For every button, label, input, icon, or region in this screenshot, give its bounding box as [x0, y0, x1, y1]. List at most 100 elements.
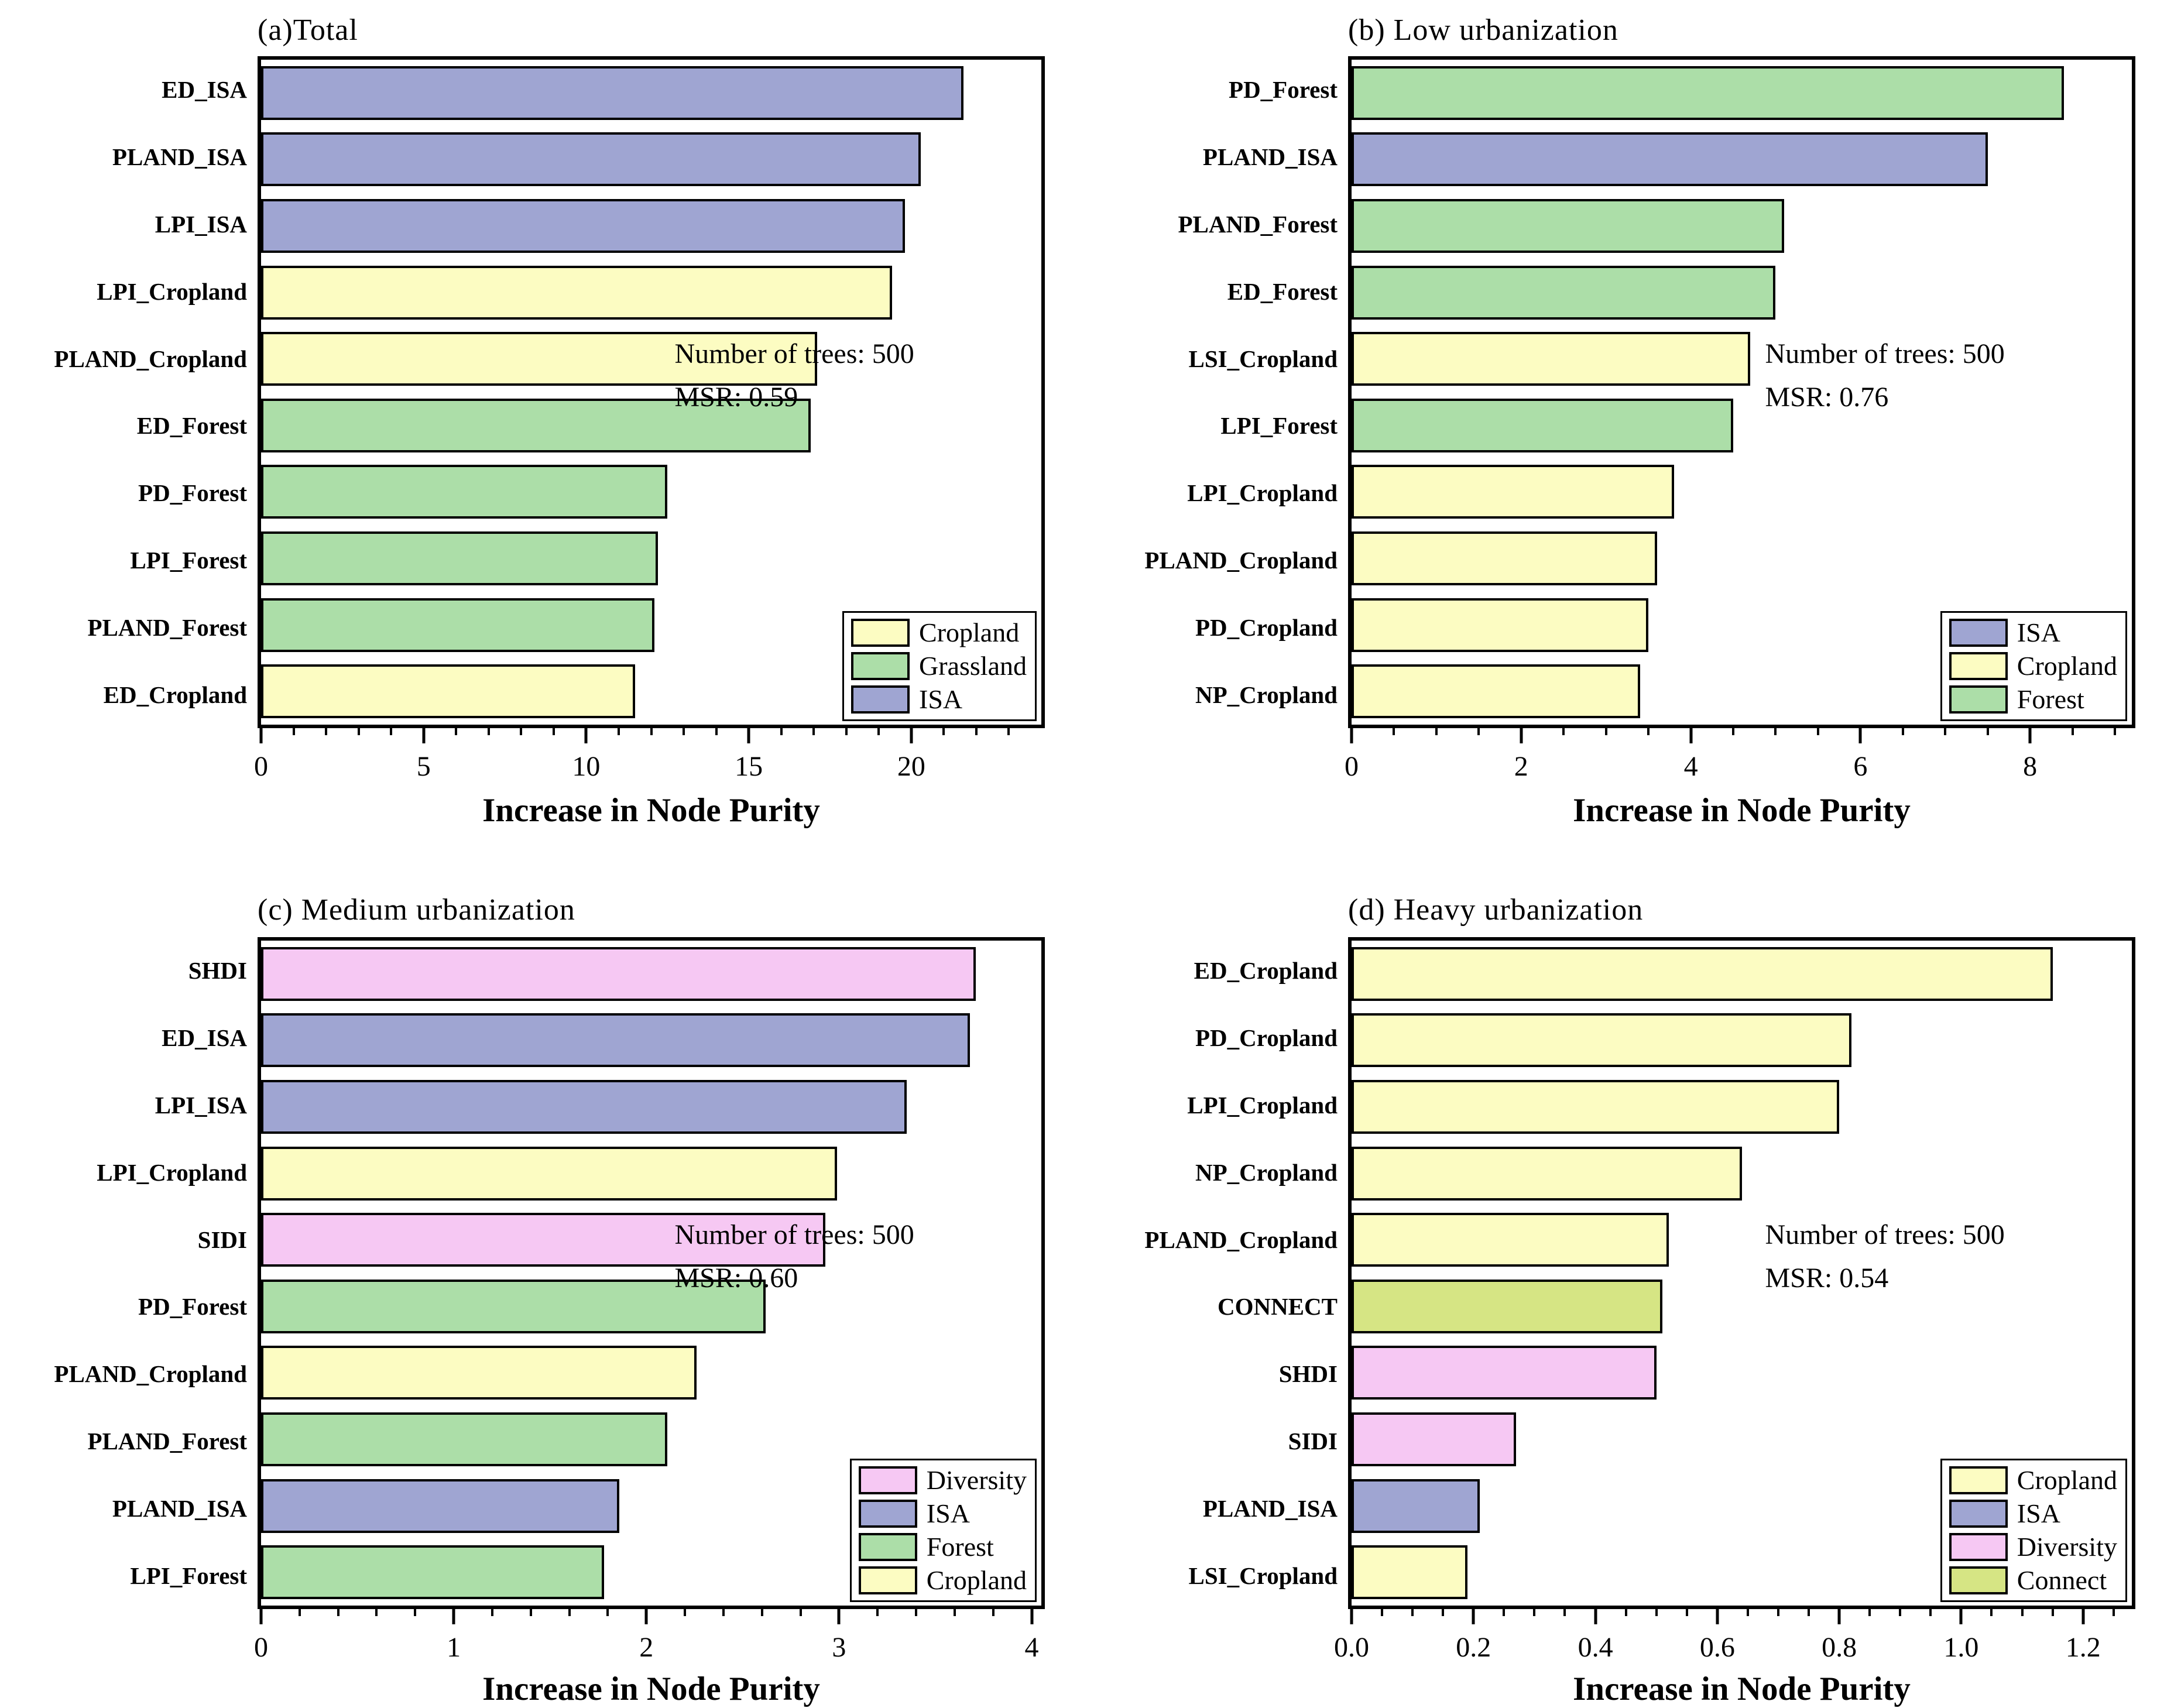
- y-axis-label: PLAND_ISA: [1202, 143, 1338, 171]
- x-minor-tick: [1477, 725, 1480, 735]
- panel-title: (c) Medium urbanization: [258, 893, 575, 927]
- x-minor-tick: [1381, 1606, 1384, 1616]
- y-axis-label: PD_Forest: [1229, 76, 1338, 104]
- bar-lpi_forest: [1352, 398, 1733, 452]
- x-minor-tick: [877, 725, 880, 735]
- bar-pd_forest: [261, 465, 668, 519]
- x-tick-label: 0: [254, 751, 268, 782]
- x-major-tick: [1858, 725, 1862, 743]
- x-tick-label: 15: [735, 751, 763, 782]
- bar-shdi: [261, 946, 976, 1001]
- x-minor-tick: [337, 1606, 340, 1616]
- y-axis-label: PD_Cropland: [1195, 1024, 1338, 1052]
- bar-row: [1352, 1539, 2132, 1606]
- bar-row: [1352, 1406, 2132, 1473]
- legend-swatch: [1949, 652, 2008, 680]
- x-minor-tick: [2051, 1606, 2054, 1616]
- legend-label: ISA: [2017, 618, 2060, 647]
- y-axis-label: ED_Cropland: [1194, 957, 1338, 985]
- bar-pland_cropland: [1352, 531, 1657, 585]
- y-axis-labels: ED_Cropland PD_Cropland LPI_Cropland NP_Cro…: [1090, 937, 1338, 1609]
- x-major-tick: [259, 725, 263, 743]
- x-minor-tick: [357, 725, 360, 735]
- bar-lpi_forest: [261, 531, 658, 585]
- x-minor-tick: [298, 1606, 301, 1616]
- legend-entry: Cropland: [851, 619, 1027, 647]
- y-axis-label: PD_Cropland: [1195, 613, 1338, 641]
- x-tick-label: 4: [1683, 751, 1698, 782]
- bar-lpi_isa: [261, 198, 905, 253]
- bar-row: [1352, 60, 2132, 126]
- x-minor-tick: [2021, 1606, 2024, 1616]
- x-minor-tick: [1533, 1606, 1536, 1616]
- x-minor-tick: [845, 725, 848, 735]
- panel-a-total: (a)Total ED_ISA PLAND_ISA LPI_ISA LPI_Cropl…: [0, 0, 1090, 852]
- bar-row: [1352, 1273, 2132, 1340]
- x-major-tick: [2028, 725, 2032, 743]
- legend: Cropland Grassland ISA: [842, 611, 1037, 721]
- bar-row: [261, 1007, 1041, 1074]
- x-minor-tick: [325, 725, 328, 735]
- x-minor-tick: [876, 1606, 879, 1616]
- y-axis-label: PLAND_Cropland: [54, 1360, 247, 1388]
- x-major-tick: [1837, 1606, 1841, 1624]
- bar-row: [261, 1406, 1041, 1473]
- y-axis-label: LPI_ISA: [155, 210, 247, 238]
- legend-entry: Cropland: [1949, 1466, 2117, 1494]
- legend-swatch: [851, 685, 910, 714]
- y-axis-label: PLAND_Cropland: [1144, 546, 1338, 574]
- x-tick-label: 0.6: [1699, 1632, 1735, 1663]
- x-minor-tick: [780, 725, 783, 735]
- legend-label: Cropland: [926, 1565, 1027, 1595]
- bar-row: [261, 1340, 1041, 1407]
- y-axis-label: LPI_Cropland: [1187, 1091, 1338, 1119]
- x-minor-tick: [1563, 1606, 1566, 1616]
- x-minor-tick: [1899, 1606, 1902, 1616]
- bar-row: [261, 941, 1041, 1007]
- legend-label: Connect: [2017, 1565, 2107, 1595]
- y-axis-label: LPI_Forest: [1220, 412, 1338, 440]
- x-major-tick: [452, 1606, 455, 1624]
- annotation: Number of trees: 500 MSR: 0.60: [674, 1213, 914, 1301]
- bar-lpi_cropland: [1352, 465, 1674, 519]
- legend-swatch: [1949, 619, 2008, 647]
- legend-label: Diversity: [926, 1465, 1027, 1495]
- y-axis-label: ED_Cropland: [103, 681, 247, 708]
- x-minor-tick: [1808, 1606, 1810, 1616]
- annotation-line: MSR: 0.60: [674, 1263, 798, 1294]
- annotation-line: Number of trees: 500: [1765, 338, 2005, 369]
- legend-entry: Diversity: [1949, 1533, 2117, 1561]
- x-minor-tick: [292, 725, 295, 735]
- bar-ed_forest: [261, 398, 811, 452]
- y-axis-label: PLAND_Cropland: [1144, 1226, 1338, 1253]
- y-axis-label: ED_Forest: [136, 412, 247, 440]
- x-minor-tick: [1901, 725, 1904, 735]
- bar-lpi_cropland: [261, 265, 892, 320]
- bar-row: [1352, 325, 2132, 392]
- x-minor-tick: [1655, 1606, 1658, 1616]
- legend-swatch: [1949, 685, 2008, 714]
- x-major-tick: [1959, 1606, 1963, 1624]
- bar-lsi_cropland: [1352, 1545, 1467, 1600]
- x-minor-tick: [1746, 1606, 1749, 1616]
- x-tick-label: 20: [897, 751, 925, 782]
- y-axis-label: PD_Forest: [138, 479, 247, 507]
- x-major-tick: [1594, 1606, 1597, 1624]
- x-minor-tick: [2112, 1606, 2115, 1616]
- x-minor-tick: [992, 1606, 995, 1616]
- bar-series: [261, 941, 1041, 1606]
- x-axis-label: Increase in Node Purity: [1573, 1671, 1911, 1707]
- y-axis-label: CONNECT: [1217, 1293, 1338, 1321]
- bar-row: [1352, 1340, 2132, 1407]
- bar-pd_forest: [1352, 66, 2065, 120]
- legend-swatch: [858, 1466, 917, 1494]
- x-minor-tick: [455, 725, 458, 735]
- x-major-tick: [259, 1606, 263, 1624]
- bar-shdi: [1352, 1346, 1657, 1400]
- bar-pland_isa: [1352, 1479, 1480, 1533]
- x-major-tick: [1350, 1606, 1353, 1624]
- annotation-line: Number of trees: 500: [674, 338, 914, 369]
- y-axis-labels: ED_ISA PLAND_ISA LPI_ISA LPI_Cropland PLAND_…: [0, 56, 247, 728]
- y-axis-label: PLAND_Forest: [87, 613, 247, 641]
- panel-c-medium-urbanization: (c) Medium urbanization SHDI ED_ISA LPI_IS…: [0, 853, 1090, 1707]
